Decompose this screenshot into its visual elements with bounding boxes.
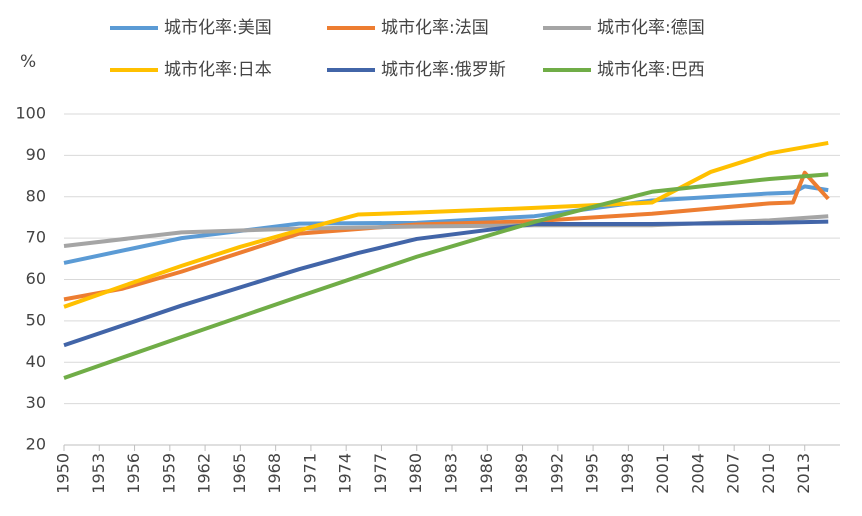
x-tick-label: 1962 xyxy=(195,453,214,494)
y-tick-label: 80 xyxy=(26,186,46,205)
x-tick-label: 1971 xyxy=(300,453,319,494)
y-tick-label: 20 xyxy=(26,435,46,454)
x-tick-label: 1965 xyxy=(230,453,249,494)
y-tick-label: 50 xyxy=(26,310,46,329)
x-tick-label: 1974 xyxy=(336,453,355,494)
legend-label: 城市化率:俄罗斯 xyxy=(381,60,506,80)
legend-label: 城市化率:德国 xyxy=(597,18,705,38)
series-line xyxy=(63,219,829,348)
legend-label: 城市化率:美国 xyxy=(164,18,272,38)
series-line xyxy=(63,140,829,309)
x-tick-label: 1950 xyxy=(54,453,73,494)
y-tick-label: 60 xyxy=(26,269,46,288)
x-tick-label: 1998 xyxy=(618,453,637,494)
x-tick-label: 1968 xyxy=(265,453,284,494)
x-tick-label: 2007 xyxy=(724,453,743,494)
x-tick-label: 1983 xyxy=(442,453,461,494)
x-tick-label: 1959 xyxy=(159,453,178,494)
x-tick-label: 2010 xyxy=(759,453,778,494)
x-tick-label: 1995 xyxy=(583,453,602,494)
x-tick-label: 1956 xyxy=(124,453,143,494)
x-tick-label: 2013 xyxy=(794,453,813,494)
y-tick-label: 30 xyxy=(26,393,46,412)
x-tick-label: 1992 xyxy=(547,453,566,494)
series-line xyxy=(63,172,829,380)
legend-label: 城市化率:日本 xyxy=(164,60,272,80)
x-tick-label: 2001 xyxy=(653,453,672,494)
x-tick-label: 2004 xyxy=(688,453,707,494)
legend-label: 城市化率:法国 xyxy=(381,18,489,38)
legend-label: 城市化率:巴西 xyxy=(597,60,705,80)
x-tick-label: 1977 xyxy=(371,453,390,494)
y-tick-label: 40 xyxy=(26,352,46,371)
y-tick-label: 70 xyxy=(26,228,46,247)
x-tick-label: 1953 xyxy=(89,453,108,494)
x-tick-label: 1989 xyxy=(512,453,531,494)
y-tick-label: 90 xyxy=(26,145,46,164)
x-tick-label: 1986 xyxy=(477,453,496,494)
y-axis-label: % xyxy=(20,52,36,72)
y-tick-label: 100 xyxy=(15,104,46,123)
x-tick-label: 1980 xyxy=(406,453,425,494)
